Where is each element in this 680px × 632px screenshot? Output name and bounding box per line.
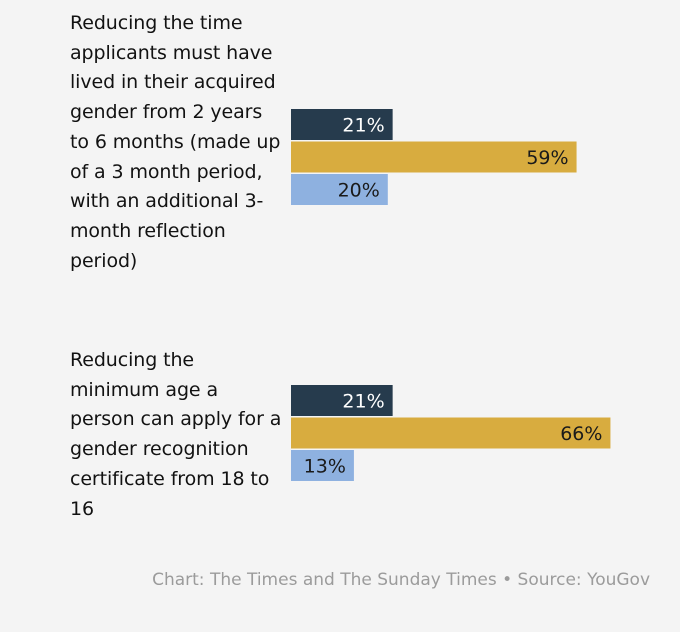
bar-c0-s0 <box>291 109 393 140</box>
bar-c0-s2 <box>291 174 388 205</box>
bar-c1-s2 <box>291 450 354 481</box>
bar-c1-s1 <box>291 417 611 449</box>
data-label-c0-s1: 59% <box>526 147 568 169</box>
category-label-0: Reducing the time applicants must have l… <box>70 12 281 272</box>
data-label-c0-s0: 21% <box>342 115 384 137</box>
bar-c0-s1 <box>291 141 577 173</box>
bar-c1-s0 <box>291 385 393 416</box>
data-label-c0-s2: 20% <box>338 180 380 202</box>
data-label-c1-s1: 66% <box>560 423 602 445</box>
data-label-c1-s0: 21% <box>342 391 384 413</box>
chart-source-note: Chart: The Times and The Sunday Times • … <box>152 570 650 590</box>
category-label-1: Reducing the minimum age a person can ap… <box>70 349 282 520</box>
data-label-c1-s2: 13% <box>304 456 346 478</box>
